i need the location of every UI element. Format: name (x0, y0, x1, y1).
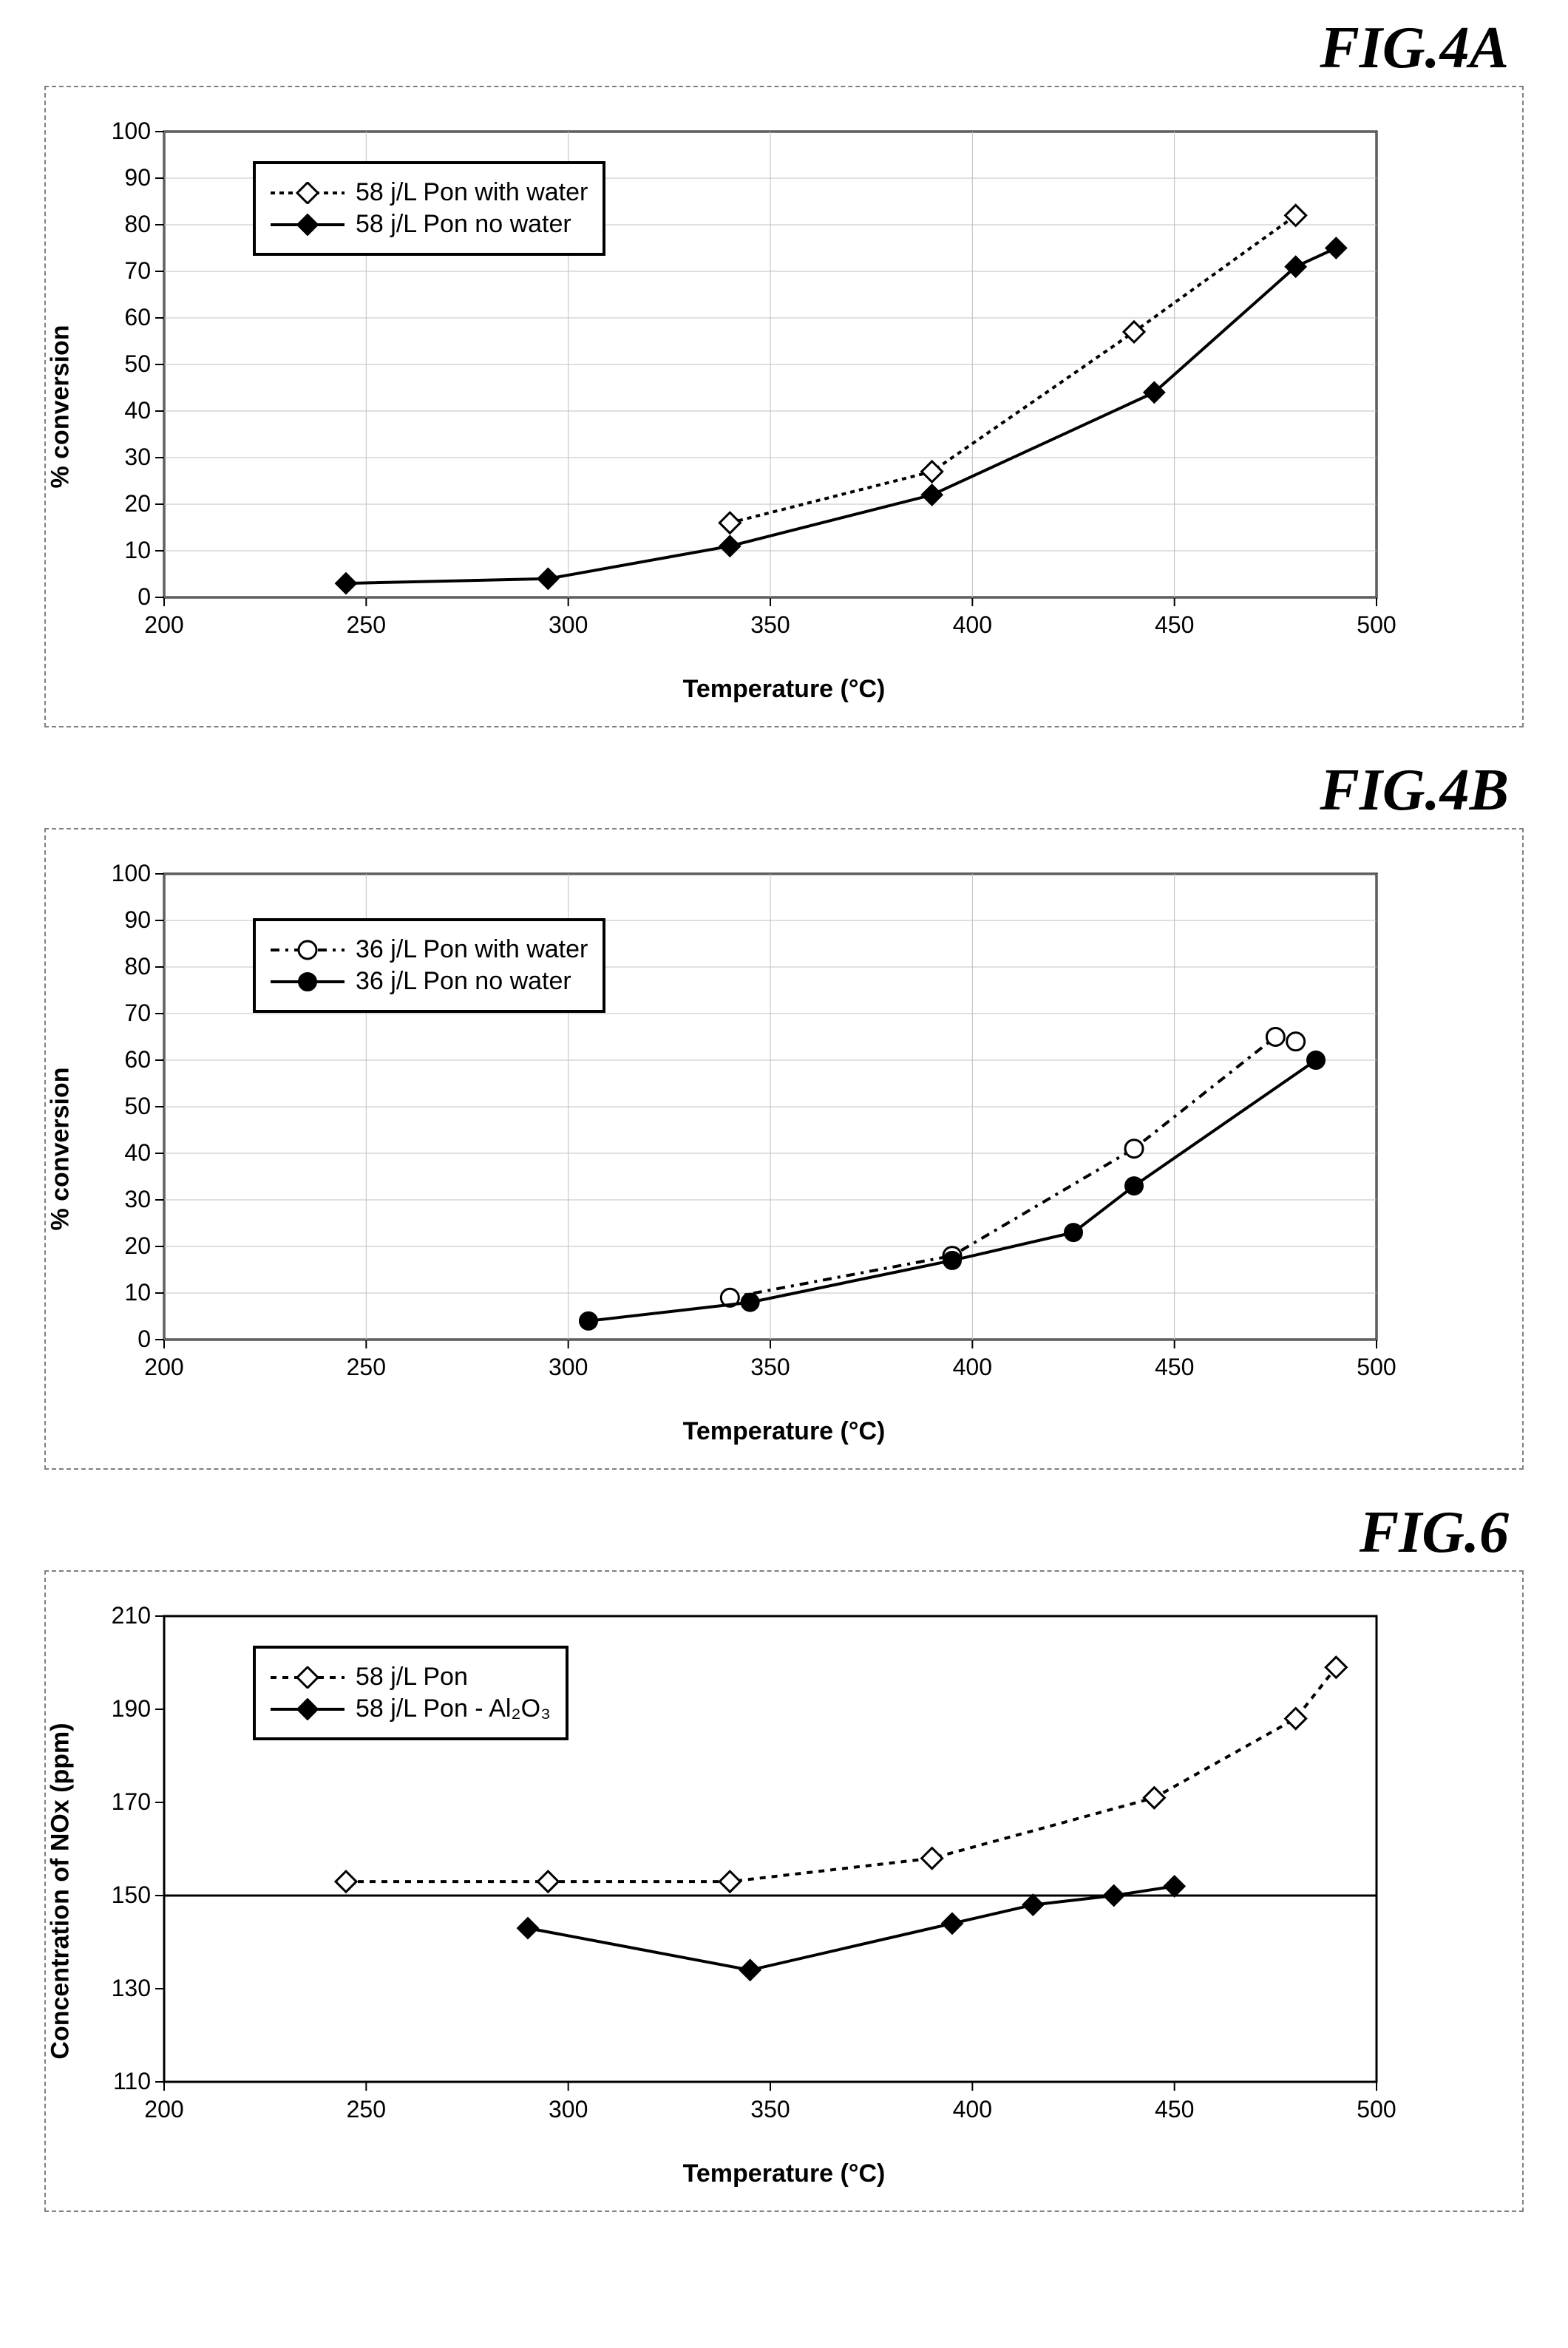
svg-text:40: 40 (124, 1139, 151, 1166)
legend: 36 j/L Pon with water 36 j/L Pon no water (253, 918, 605, 1013)
svg-text:30: 30 (124, 1186, 151, 1212)
svg-text:400: 400 (953, 1354, 992, 1380)
svg-text:190: 190 (112, 1695, 151, 1722)
svg-text:250: 250 (347, 1354, 386, 1380)
svg-text:30: 30 (124, 444, 151, 470)
svg-text:40: 40 (124, 397, 151, 424)
y-axis-label: % conversion (47, 1067, 75, 1230)
svg-text:60: 60 (124, 1046, 151, 1073)
figure-4a: FIG.4A % conversion200250300350400450500… (15, 15, 1553, 727)
svg-text:200: 200 (144, 1354, 183, 1380)
svg-text:350: 350 (750, 1354, 790, 1380)
plot-4b: % conversion2002503003504004505000102030… (75, 852, 1493, 1446)
figure-label-4b: FIG.4B (15, 757, 1553, 824)
svg-text:500: 500 (1357, 611, 1396, 638)
plot-4a: % conversion2002503003504004505000102030… (75, 109, 1493, 704)
svg-text:500: 500 (1357, 2096, 1396, 2123)
svg-text:350: 350 (750, 2096, 790, 2123)
figure-label-6: FIG.6 (15, 1499, 1553, 1567)
legend: 58 j/L Pon with water 58 j/L Pon no water (253, 161, 605, 256)
legend-label: 58 j/L Pon - Al₂O₃ (356, 1694, 551, 1723)
svg-text:50: 50 (124, 1093, 151, 1119)
svg-text:90: 90 (124, 164, 151, 191)
legend-label: 58 j/L Pon with water (356, 178, 588, 207)
svg-text:500: 500 (1357, 1354, 1396, 1380)
svg-text:0: 0 (138, 1326, 151, 1352)
svg-text:110: 110 (113, 2068, 151, 2094)
legend-item: 58 j/L Pon (271, 1663, 551, 1692)
svg-text:10: 10 (124, 537, 151, 563)
svg-text:0: 0 (138, 583, 151, 610)
x-axis-label: Temperature (°C) (75, 675, 1493, 704)
svg-text:170: 170 (112, 1788, 151, 1815)
svg-text:60: 60 (124, 304, 151, 330)
svg-text:10: 10 (124, 1279, 151, 1306)
plot-6: Concentration of NOx (ppm)20025030035040… (75, 1594, 1493, 2188)
svg-text:450: 450 (1155, 1354, 1194, 1380)
chart-box-4b: % conversion 200 250 300 350 400 450 500 0 10 20 30… (44, 828, 1524, 1470)
svg-text:70: 70 (124, 1000, 151, 1026)
legend-item: 58 j/L Pon - Al₂O₃ (271, 1694, 551, 1723)
x-axis-label: Temperature (°C) (75, 1417, 1493, 1446)
svg-text:250: 250 (347, 2096, 386, 2123)
svg-text:300: 300 (549, 1354, 588, 1380)
svg-text:250: 250 (347, 611, 386, 638)
legend-label: 58 j/L Pon (356, 1663, 468, 1692)
chart-box-6: Concentration of NOx (ppm) 200 250 300 350 40… (44, 1570, 1524, 2212)
svg-text:150: 150 (112, 1882, 151, 1908)
legend-label: 58 j/L Pon no water (356, 210, 571, 239)
x-axis-label: Temperature (°C) (75, 2159, 1493, 2188)
legend-label: 36 j/L Pon no water (356, 967, 571, 996)
svg-text:300: 300 (549, 611, 588, 638)
legend: 58 j/L Pon58 j/L Pon - Al₂O₃ (253, 1646, 569, 1740)
svg-text:350: 350 (750, 611, 790, 638)
svg-text:210: 210 (112, 1602, 151, 1629)
legend-item: 36 j/L Pon with water (271, 935, 588, 964)
svg-text:90: 90 (124, 906, 151, 933)
figure-label-4a: FIG.4A (15, 15, 1553, 82)
svg-text:100: 100 (112, 118, 151, 144)
legend-label: 36 j/L Pon with water (356, 935, 588, 964)
svg-text:50: 50 (124, 350, 151, 377)
legend-item: 58 j/L Pon no water (271, 210, 588, 239)
svg-text:300: 300 (549, 2096, 588, 2123)
svg-text:450: 450 (1155, 2096, 1194, 2123)
y-axis-label: Concentration of NOx (ppm) (47, 1723, 75, 2059)
svg-text:20: 20 (124, 1232, 151, 1259)
svg-text:200: 200 (144, 2096, 183, 2123)
svg-text:70: 70 (124, 257, 151, 284)
figure-4b: FIG.4B % conversion200250300350400450500… (15, 757, 1553, 1470)
legend-item: 58 j/L Pon with water (271, 178, 588, 207)
svg-text:450: 450 (1155, 611, 1194, 638)
svg-text:400: 400 (953, 611, 992, 638)
chart-box-4a: % conversion 200 250 300 350 400 450 500 0 10 20 30… (44, 86, 1524, 727)
y-axis-label: % conversion (47, 325, 75, 488)
svg-text:200: 200 (144, 611, 183, 638)
legend-item: 36 j/L Pon no water (271, 967, 588, 996)
svg-text:400: 400 (953, 2096, 992, 2123)
svg-text:80: 80 (124, 211, 151, 237)
figure-6: FIG.6 Concentration of NOx (ppm) 200 250 30… (15, 1499, 1553, 2212)
svg-text:130: 130 (112, 1975, 151, 2001)
svg-text:100: 100 (112, 860, 151, 886)
svg-text:80: 80 (124, 953, 151, 980)
svg-text:20: 20 (124, 490, 151, 517)
